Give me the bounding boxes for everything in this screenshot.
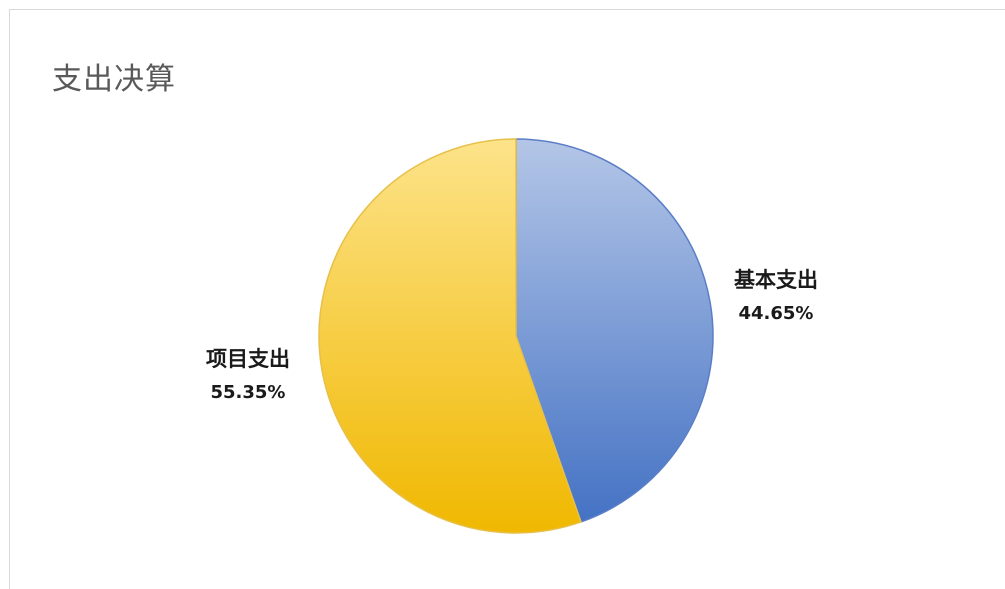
slice-category-label: 基本支出 (734, 268, 818, 292)
pie-labels: 基本支出 44.65% 项目支出 55.35% (206, 268, 818, 403)
chart-title: 支出决算 (52, 62, 176, 97)
slice-percent-label: 44.65% (739, 303, 814, 324)
pie-slice-project-expenditure (318, 138, 582, 534)
pie-slices (318, 138, 714, 534)
slice-percent-label: 55.35% (211, 382, 286, 403)
slice-category-label: 项目支出 (206, 347, 290, 371)
pie-slice-basic-expenditure (515, 138, 714, 523)
